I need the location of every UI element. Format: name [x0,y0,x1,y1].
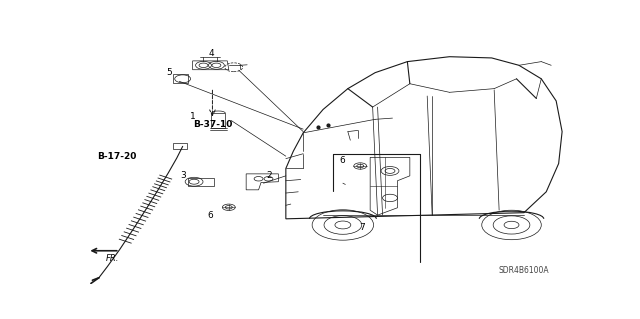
Text: 6: 6 [207,211,213,220]
Text: 1: 1 [190,112,196,122]
Text: 4: 4 [209,48,214,57]
Text: 3: 3 [180,171,186,180]
Text: 5: 5 [166,68,172,77]
Text: 7: 7 [359,223,365,232]
Text: B-17-20: B-17-20 [97,152,137,161]
Text: FR.: FR. [106,254,119,263]
Text: 2: 2 [267,171,272,180]
Text: B-37-10: B-37-10 [193,120,232,129]
Text: 6: 6 [339,156,345,165]
Text: SDR4B6100A: SDR4B6100A [499,266,549,275]
